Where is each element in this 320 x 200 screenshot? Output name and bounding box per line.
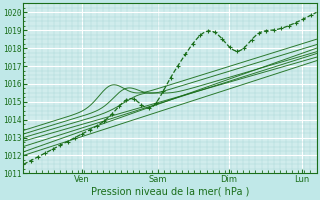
X-axis label: Pression niveau de la mer( hPa ): Pression niveau de la mer( hPa ) bbox=[91, 187, 249, 197]
